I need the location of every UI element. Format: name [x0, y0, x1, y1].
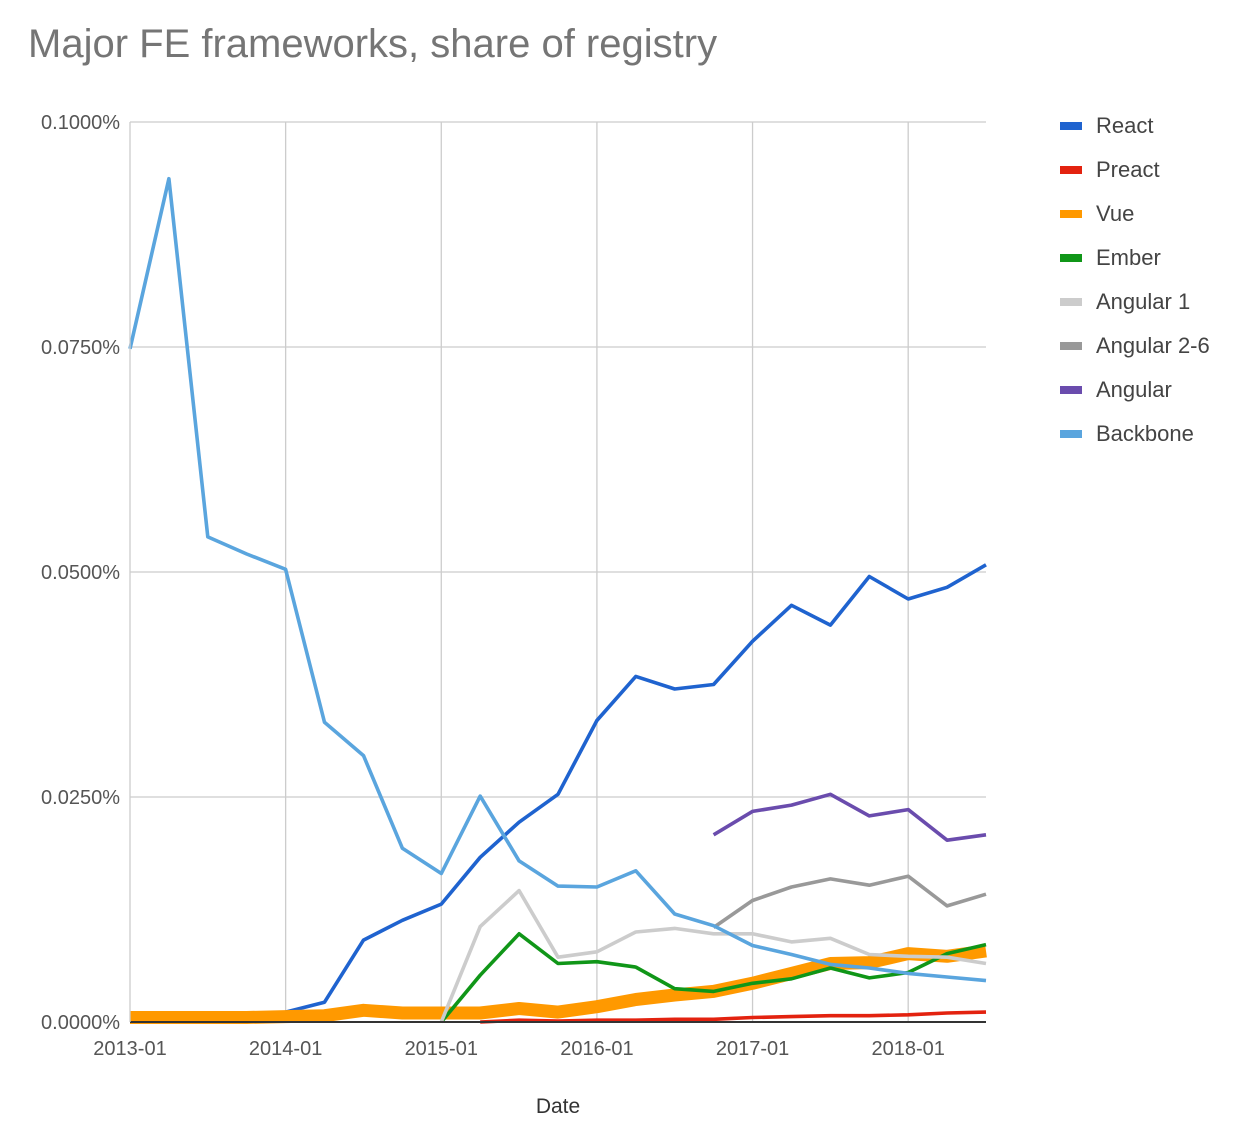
y-tick-label: 0.0750% — [41, 337, 120, 359]
legend-item-angular-2-6: Angular 2-6 — [1060, 324, 1210, 368]
legend-swatch — [1060, 342, 1082, 350]
legend-item-angular: Angular — [1060, 368, 1210, 412]
legend-swatch — [1060, 298, 1082, 306]
legend-label: Angular 1 — [1096, 289, 1191, 314]
legend-swatch — [1060, 122, 1082, 130]
series-line-ember — [439, 931, 987, 1024]
series-line-preact — [480, 1010, 987, 1024]
x-tick-label: 2013-01 — [93, 1038, 166, 1060]
legend-label: Vue — [1096, 201, 1135, 226]
legend-label: React — [1096, 113, 1154, 138]
y-tick-label: 0.1000% — [41, 112, 120, 134]
series-line-angular-2-6 — [712, 874, 987, 929]
legend-item-vue: Vue — [1060, 192, 1210, 236]
series-line-backbone — [128, 176, 987, 983]
legend-item-react: React — [1060, 104, 1210, 148]
series-line-vue — [130, 944, 987, 1024]
legend-swatch — [1060, 210, 1082, 218]
legend-swatch — [1060, 166, 1082, 174]
legend-label: Backbone — [1096, 421, 1194, 446]
x-tick-label: 2016-01 — [560, 1038, 633, 1060]
tick-labels: 0.0000% 0.0250% 0.0500% 0.0750% 0.1000% 2013-… — [41, 112, 945, 1060]
grid-lines — [130, 121, 986, 1022]
series-line-angular-1 — [439, 888, 987, 1023]
y-tick-label: 0.0250% — [41, 787, 120, 809]
series-line-react — [130, 563, 987, 1024]
legend-item-preact: Preact — [1060, 148, 1210, 192]
x-tick-label: 2017-01 — [716, 1038, 789, 1060]
legend-swatch — [1060, 430, 1082, 438]
y-tick-label: 0.0500% — [41, 562, 120, 584]
x-axis-title: Date — [536, 1095, 580, 1118]
legend: React Preact Vue Ember Angular 1 Angular 2-6 A… — [1060, 104, 1210, 456]
legend-item-ember: Ember — [1060, 236, 1210, 280]
x-tick-label: 2018-01 — [871, 1038, 944, 1060]
legend-swatch — [1060, 254, 1082, 262]
legend-item-backbone: Backbone — [1060, 412, 1210, 456]
axes — [129, 122, 986, 1023]
legend-swatch — [1060, 386, 1082, 394]
chart-title: Major FE frameworks, share of registry — [28, 22, 718, 66]
legend-label: Preact — [1096, 157, 1160, 182]
y-tick-label: 0.0000% — [41, 1012, 120, 1034]
x-tick-label: 2014-01 — [249, 1038, 322, 1060]
legend-label: Angular — [1096, 377, 1172, 402]
series-line-angular — [712, 792, 987, 843]
legend-item-angular-1: Angular 1 — [1060, 280, 1210, 324]
x-tick-label: 2015-01 — [405, 1038, 478, 1060]
legend-label: Angular 2-6 — [1096, 333, 1210, 358]
legend-label: Ember — [1096, 245, 1161, 270]
series-lines — [128, 176, 987, 1024]
